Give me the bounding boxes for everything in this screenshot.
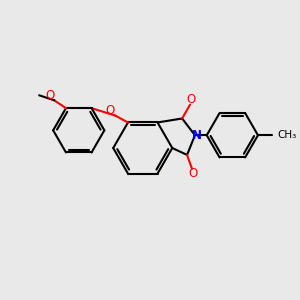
Text: O: O	[46, 89, 55, 102]
Text: O: O	[186, 93, 196, 106]
Text: O: O	[106, 104, 115, 117]
Text: CH₃: CH₃	[278, 130, 297, 140]
Text: N: N	[192, 129, 202, 142]
Text: O: O	[188, 167, 198, 180]
